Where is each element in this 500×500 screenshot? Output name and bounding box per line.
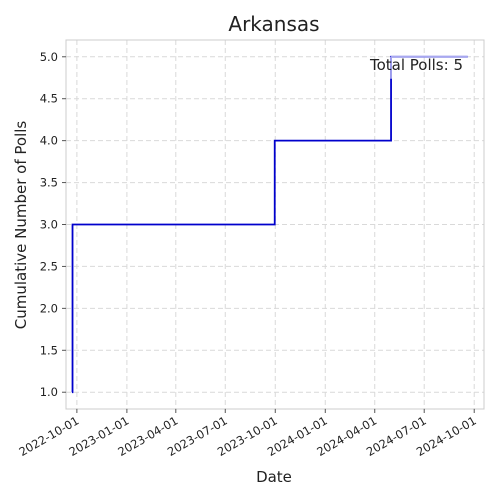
series-line-group [71, 55, 468, 394]
y-axis: 1.0 1.5 2.0 2.5 3.0 3.5 4.0 4.5 5.0 [40, 50, 66, 399]
total-polls-annotation: Total Polls: 5 [369, 56, 463, 74]
y-tick-label: 3.5 [40, 176, 58, 190]
y-axis-label: Cumulative Number of Polls [12, 121, 30, 330]
y-tick-label: 4.5 [40, 92, 58, 106]
x-axis: 2022-10-012023-01-012023-04-012023-07-01… [16, 409, 479, 459]
y-tick-label: 3.0 [40, 218, 58, 232]
y-tick-label: 5.0 [40, 50, 58, 64]
chart-title: Arkansas [228, 12, 319, 36]
y-tick-label: 2.0 [40, 301, 58, 315]
grid [66, 40, 484, 409]
y-tick-label: 1.5 [40, 343, 58, 357]
y-tick-label: 1.0 [40, 385, 58, 399]
y-tick-label: 4.0 [40, 134, 58, 148]
x-axis-label: Date [256, 468, 292, 486]
y-tick-label: 2.5 [40, 259, 58, 273]
series-line [71, 55, 468, 394]
